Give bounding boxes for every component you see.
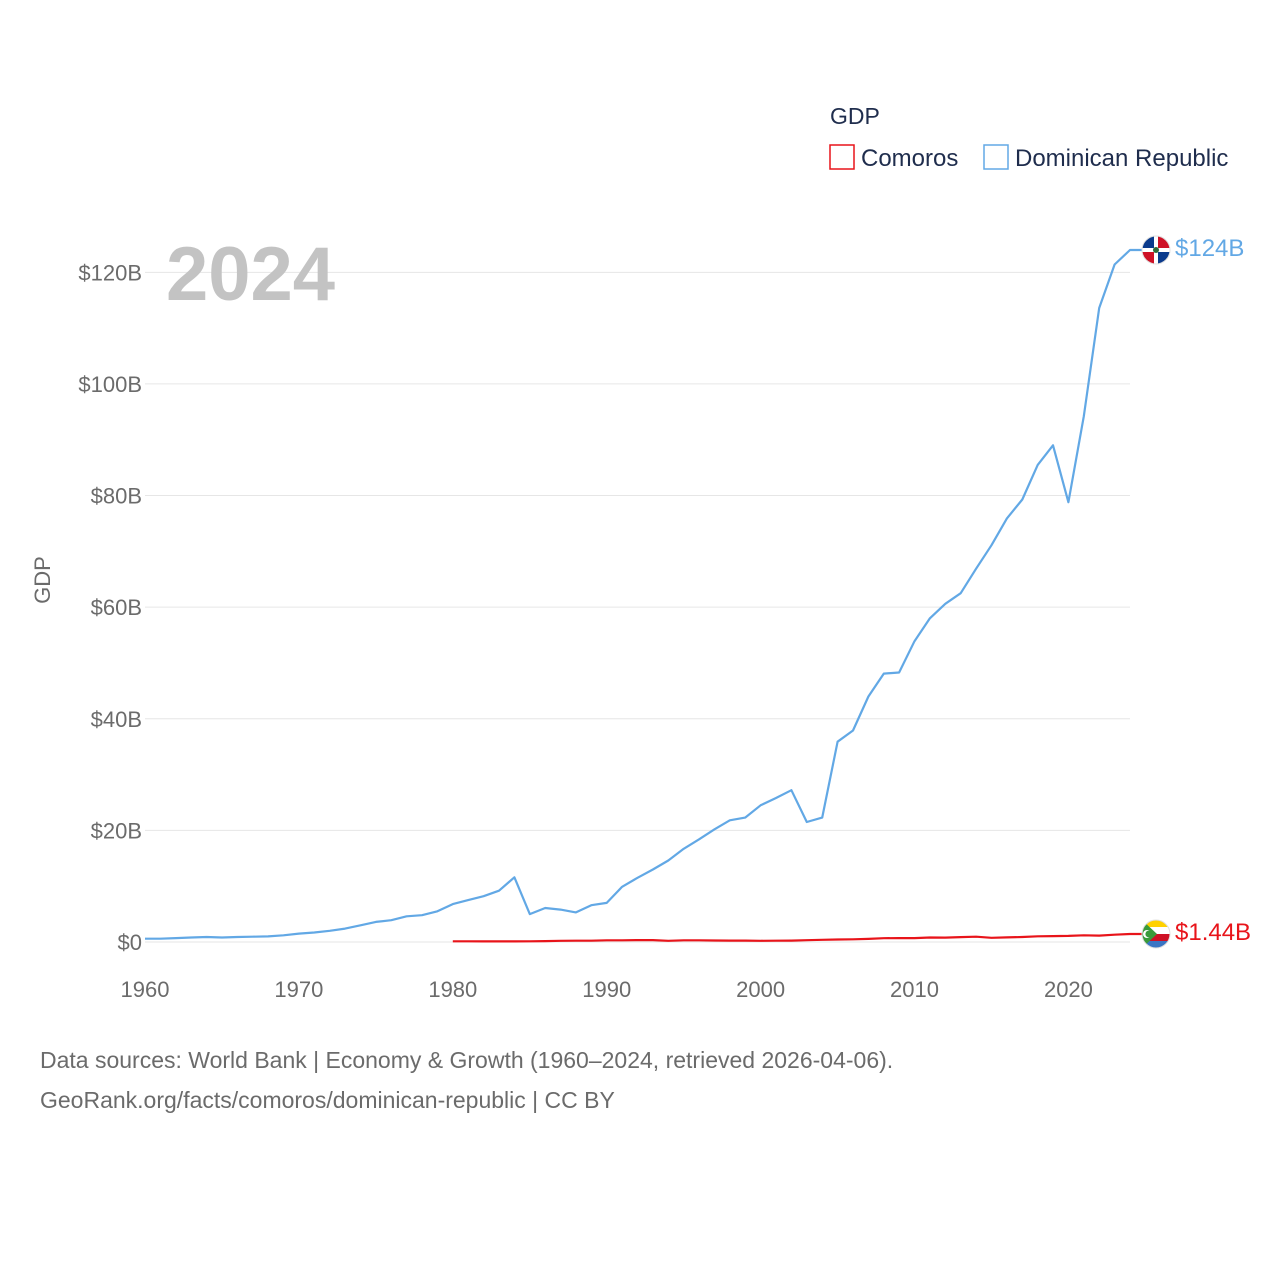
y-tick-label: $60B: [91, 595, 142, 620]
gdp-line-chart: GDP Comoros Dominican Republic GDP $0 $20…: [30, 103, 1251, 1002]
y-tick-label: $120B: [78, 260, 142, 285]
legend-swatch-comoros: [829, 144, 855, 170]
end-value-label-dominican-republic: $124B: [1175, 235, 1244, 262]
legend-title: GDP: [830, 103, 880, 129]
series-line-dominican-republic[interactable]: [145, 248, 1142, 940]
x-tick-label: 1960: [121, 977, 170, 1002]
data-source-note: Data sources: World Bank | Economy & Gro…: [40, 1040, 893, 1120]
y-tick-label: $80B: [91, 484, 142, 509]
x-tick-label: 1990: [582, 977, 631, 1002]
dominican-republic-flag-border: [1141, 235, 1171, 265]
legend-label-comoros: Comoros: [861, 145, 958, 172]
series-lines: [145, 248, 1142, 943]
y-tick-label: $100B: [78, 372, 142, 397]
y-axis-title: GDP: [30, 556, 55, 604]
legend-swatch-dominican-republic: [983, 144, 1009, 170]
gridlines: [145, 271, 1130, 943]
source-line-2[interactable]: GeoRank.org/facts/comoros/dominican-repu…: [40, 1087, 615, 1113]
legend-item-dominican-republic[interactable]: Dominican Republic: [983, 144, 1228, 172]
x-axis-ticks: 1960 1970 1980 1990 2000 2010 2020: [121, 977, 1093, 1002]
y-axis-ticks: $0 $20B $40B $60B $80B $100B $120B: [78, 260, 142, 955]
y-tick-label: $0: [118, 930, 142, 955]
comoros-flag-border: [1141, 919, 1171, 949]
x-tick-label: 2010: [890, 977, 939, 1002]
legend-item-comoros[interactable]: Comoros: [829, 144, 958, 172]
end-value-label-comoros: $1.44B: [1175, 919, 1251, 946]
x-tick-label: 2000: [736, 977, 785, 1002]
comoros-flag-icon: [1142, 920, 1170, 948]
x-tick-label: 1970: [274, 977, 323, 1002]
y-tick-label: $40B: [91, 707, 142, 732]
y-tick-label: $20B: [91, 818, 142, 843]
source-line-1: Data sources: World Bank | Economy & Gro…: [40, 1047, 894, 1073]
legend-label-dominican-republic: Dominican Republic: [1015, 145, 1228, 172]
x-tick-label: 1980: [428, 977, 477, 1002]
x-tick-label: 2020: [1044, 977, 1093, 1002]
current-year-label: 2024: [166, 232, 335, 317]
series-line-comoros[interactable]: [452, 932, 1142, 943]
